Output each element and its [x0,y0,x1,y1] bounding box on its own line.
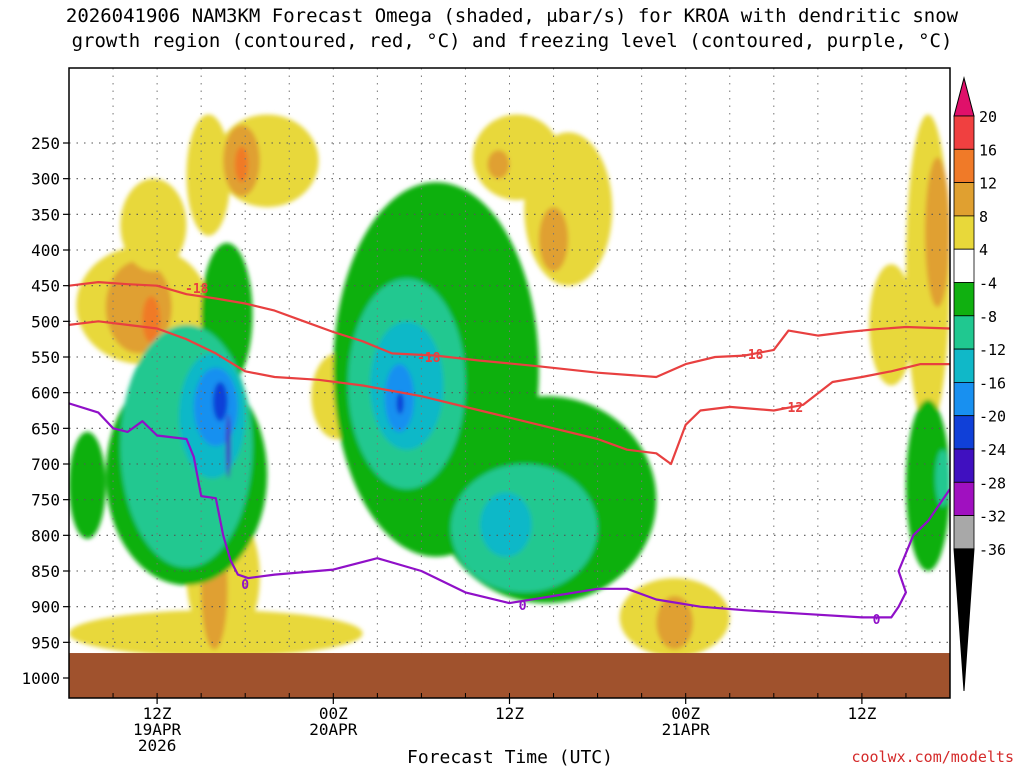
colorbar-swatch [953,248,975,283]
y-tick-label: 500 [31,312,60,331]
omega-shaded-region [905,399,950,571]
y-tick-label: 350 [31,205,60,224]
omega-shaded-region [142,296,161,343]
omega-shaded-region [234,146,249,183]
y-tick-label: 650 [31,419,60,438]
x-tick-label: 00Z [671,704,700,723]
colorbar-swatch [953,215,975,250]
y-tick-label: 1000 [21,669,60,688]
colorbar-swatch [953,315,975,350]
dgz-contour [69,320,950,466]
omega-shaded-region [538,207,569,272]
colorbar-label: -20 [979,408,1006,426]
omega-shaded-region [396,392,404,415]
contour-label: -18 [740,348,764,363]
colorbar-swatch [953,448,975,483]
y-tick-label: 850 [31,562,60,581]
x-tick-label: 2026 [138,736,177,755]
y-tick-label: 250 [31,134,60,153]
y-tick-label: 550 [31,348,60,367]
omega-shaded-region [69,431,106,539]
omega-shaded-region [524,132,613,286]
colorbar-top-triangle [953,76,975,117]
colorbar-label: 4 [979,241,988,259]
colorbar-label: -16 [979,374,1006,392]
x-tick-label: 12Z [847,704,876,723]
y-tick-label: 600 [31,384,60,403]
y-tick-label: 950 [31,633,60,652]
colorbar-label: 8 [979,208,988,226]
colorbar-label: 16 [979,141,997,159]
y-tick-label: 450 [31,277,60,296]
y-tick-label: 750 [31,491,60,510]
colorbar-swatch [953,481,975,516]
contour-label: 0 [241,578,249,593]
colorbar-label: -36 [979,541,1006,559]
omega-shaded-region [487,150,510,179]
chart-title-line-2: growth region (contoured, red, °C) and f… [72,30,953,52]
omega-shaded-region [120,178,187,272]
contour-label: -18 [185,282,209,297]
colorbar-bottom-triangle [953,548,975,692]
y-tick-label: 400 [31,241,60,260]
colorbar-label: 12 [979,175,997,193]
colorbar: 20 16 12 8 4 -4 -8 -12 -16 -20 -24 -28 -32 -36 [953,76,1006,692]
contour-label: 0 [519,599,527,614]
contour-label: -12 [780,401,803,416]
colorbar-label: -4 [979,275,997,293]
colorbar-label: -32 [979,508,1006,526]
contour-label: 0 [873,613,881,628]
colorbar-swatch [953,381,975,417]
colorbar-swatch [953,348,975,383]
y-tick-label: 300 [31,170,60,189]
colorbar-label: -28 [979,474,1006,492]
y-tick-label: 700 [31,455,60,474]
contour-layer: -18 -18 -18 -12 0 0 0 [69,281,950,628]
x-tick-label: 12Z [495,704,524,723]
colorbar-label: -12 [979,341,1006,359]
omega-shaded-region [869,264,914,386]
y-tick-label: 800 [31,526,60,545]
dgz-contour [69,281,950,379]
ground-layer [69,653,950,698]
x-tick-label: 19APR [133,720,182,739]
x-tick-label: 00Z [319,704,348,723]
x-tick-label: 21APR [662,720,711,739]
y-tick-label: 900 [31,598,60,617]
x-tick-label: 12Z [143,704,172,723]
x-axis-title: Forecast Time (UTC) [407,747,613,768]
omega-shaded-region [212,381,228,422]
colorbar-swatch [953,115,975,150]
plot-area: -18 -18 -18 -12 0 0 0 [69,68,950,698]
colorbar-label: -8 [979,308,997,326]
colorbar-swatch [953,415,975,450]
omega-shaded-region [656,595,694,650]
x-tick-label: 20APR [309,720,358,739]
colorbar-swatch [953,182,975,217]
colorbar-swatch [953,515,975,550]
chart-title-line-1: 2026041906 NAM3KM Forecast Omega (shaded… [66,5,959,27]
contour-label: -18 [417,351,441,366]
omega-shaded-region [925,157,950,308]
omega-shaded-region [480,492,532,557]
colorbar-swatch [953,282,975,317]
colorbar-label: -24 [979,441,1006,459]
freezing-level-contour [69,402,950,619]
colorbar-label: 20 [979,108,997,126]
colorbar-swatch [953,148,975,184]
y-axis-ticks: 250 300 350 400 450 500 550 600 650 700 750 800 850 9… [21,134,69,688]
credit-link[interactable]: coolwx.com/modelts [851,748,1014,766]
omega-shaded-region [226,414,231,479]
ground-shading [69,653,950,698]
